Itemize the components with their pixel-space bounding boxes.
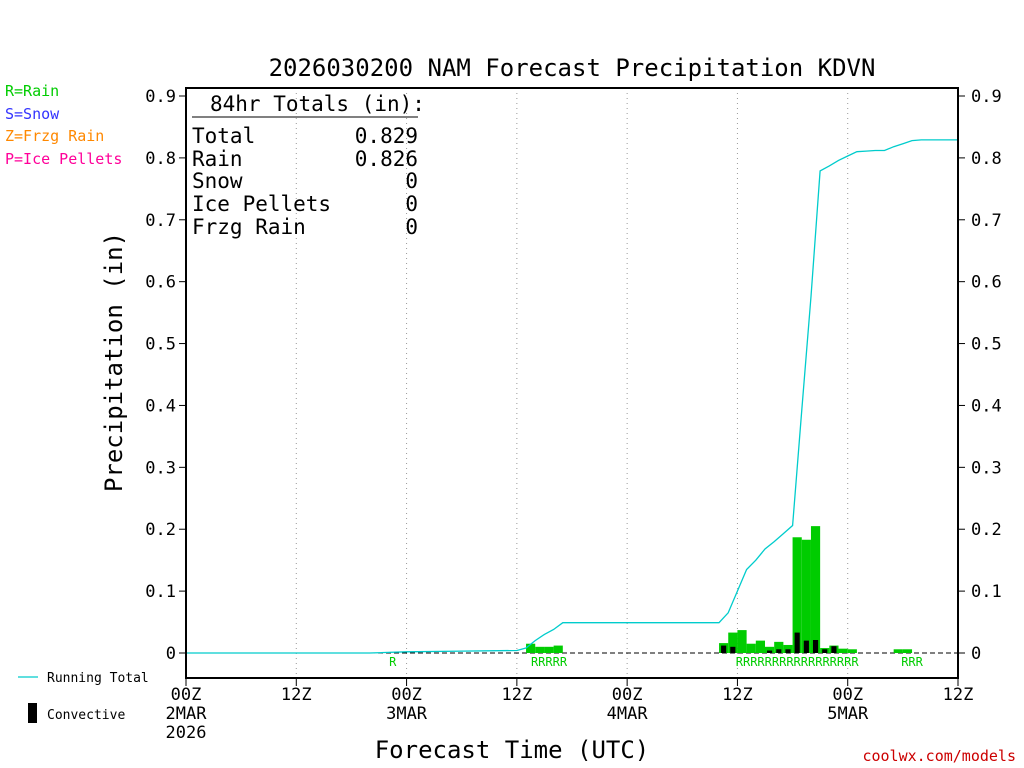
rain-bar	[902, 649, 913, 653]
watermark: coolwx.com/models	[862, 747, 1016, 765]
rain-bar	[810, 526, 821, 653]
x-tick-label: 2MAR	[166, 704, 208, 724]
convective-bar	[831, 646, 837, 653]
hourly-precip-bars	[526, 526, 913, 653]
rain-bar	[792, 537, 802, 653]
x-tick-label: 12Z	[281, 685, 312, 705]
rain-bar	[838, 648, 848, 653]
x-tick-label: 2026	[166, 723, 207, 743]
rain-bar	[801, 539, 811, 653]
totals-label-rain: Rain	[192, 147, 243, 171]
y-tick-label-right: 0.3	[971, 458, 1002, 478]
totals-value-rain: 0.826	[355, 147, 418, 171]
y-tick-label-left: 0.8	[145, 149, 176, 169]
totals-label-frzg-rain: Frzg Rain	[192, 215, 306, 239]
y-tick-label-left: 0	[166, 644, 176, 664]
rain-bar	[535, 646, 545, 653]
y-tick-label-right: 0.9	[971, 87, 1002, 107]
grid	[295, 88, 849, 678]
rain-bar	[737, 630, 747, 653]
convective-swatch	[28, 703, 37, 723]
convective-bar	[730, 646, 736, 653]
legend-rain: R=Rain	[5, 82, 59, 100]
legend-running-total: Running Total	[47, 671, 149, 686]
y-tick-label-left: 0.4	[145, 396, 176, 416]
totals-box: 84hr Totals (in): Total 0.829 Rain 0.826…	[192, 92, 425, 239]
precip-type-legend: R=Rain S=Snow Z=Frzg Rain P=Ice Pellets	[5, 82, 122, 168]
convective-bar	[812, 640, 819, 653]
legend-convective: Convective	[47, 708, 125, 723]
convective-bar	[767, 650, 773, 653]
precip-type-marker: R	[389, 655, 397, 669]
rain-bar	[746, 643, 756, 653]
totals-label-ice-pellets: Ice Pellets	[192, 192, 331, 216]
y-tick-label-left: 0.3	[145, 458, 176, 478]
rain-bar	[544, 646, 554, 653]
y-tick-label-left: 0.2	[145, 520, 176, 540]
precip-type-marker: RRR	[901, 655, 923, 669]
totals-value-frzg-rain: 0	[405, 215, 418, 239]
y-tick-label-left: 0.5	[145, 335, 176, 355]
chart-title: 2026030200 NAM Forecast Precipitation KD…	[269, 54, 876, 82]
convective-bar	[785, 649, 791, 653]
x-tick-label: 12Z	[501, 685, 532, 705]
y-tick-label-right: 0.4	[971, 396, 1002, 416]
x-tick-label: 00Z	[391, 685, 422, 705]
rain-bar	[553, 645, 563, 653]
precip-type-marker: RRRRRRRRRRRRRRRRR	[736, 655, 860, 669]
legend-snow: S=Snow	[5, 105, 60, 123]
precip-type-marker: RRRRR	[531, 655, 568, 669]
rain-bar	[526, 643, 536, 653]
convective-bar	[822, 649, 828, 653]
precip-type-markers: R RRRRR RRRRRRRRRRRRRRRRR RRR	[389, 655, 923, 669]
x-tick-label: 5MAR	[827, 704, 869, 724]
y-tick-label-right: 0.5	[971, 335, 1002, 355]
totals-label-total: Total	[192, 124, 255, 148]
running-total-line	[186, 139, 958, 654]
totals-heading: 84hr Totals (in):	[210, 92, 425, 116]
y-tick-label-left: 0.6	[145, 273, 176, 293]
x-tick-label: 12Z	[722, 685, 753, 705]
x-tick-label: 4MAR	[607, 704, 649, 724]
x-tick-label: 00Z	[832, 685, 863, 705]
convective-bar	[794, 632, 800, 653]
legend-ice-pellets: P=Ice Pellets	[5, 150, 122, 168]
x-tick-label: 00Z	[612, 685, 643, 705]
totals-value-snow: 0	[405, 169, 418, 193]
convective-bar	[776, 649, 782, 653]
x-tick-label: 3MAR	[386, 704, 428, 724]
convective-bar	[803, 640, 809, 653]
x-tick-label: 00Z	[171, 685, 202, 705]
y-axis-label: Precipitation (in)	[100, 232, 128, 492]
y-tick-label-left: 0.7	[145, 211, 176, 231]
x-tick-label: 12Z	[943, 685, 974, 705]
rain-bar	[728, 632, 738, 653]
rain-bar	[755, 640, 765, 653]
convective-bars	[721, 632, 837, 653]
series-legend: Running Total Convective	[18, 671, 149, 723]
rain-bar	[765, 646, 775, 653]
rain-bar	[847, 649, 857, 653]
convective-bar	[721, 645, 727, 653]
x-axis-label: Forecast Time (UTC)	[375, 736, 650, 764]
rain-bar	[893, 649, 903, 653]
y-axis-ticks: 0 00.1 0.10.2 0.20.3 0.30.4 0.40.5 0.50.6 0.60.…	[145, 87, 1001, 664]
rain-bar	[774, 641, 784, 653]
y-tick-label-right: 0.2	[971, 520, 1002, 540]
totals-label-snow: Snow	[192, 169, 243, 193]
rain-bar	[783, 644, 793, 653]
y-tick-label-right: 0.6	[971, 273, 1002, 293]
y-tick-label-right: 0.1	[971, 582, 1002, 602]
y-tick-label-right: 0.8	[971, 149, 1002, 169]
y-tick-label-right: 0.7	[971, 211, 1002, 231]
y-tick-label-left: 0.1	[145, 582, 176, 602]
legend-frzg-rain: Z=Frzg Rain	[5, 127, 104, 145]
plot-frame	[185, 87, 959, 679]
y-tick-label-right: 0	[971, 644, 981, 664]
y-tick-label-left: 0.9	[145, 87, 176, 107]
totals-value-ice-pellets: 0	[405, 192, 418, 216]
totals-value-total: 0.829	[355, 124, 418, 148]
